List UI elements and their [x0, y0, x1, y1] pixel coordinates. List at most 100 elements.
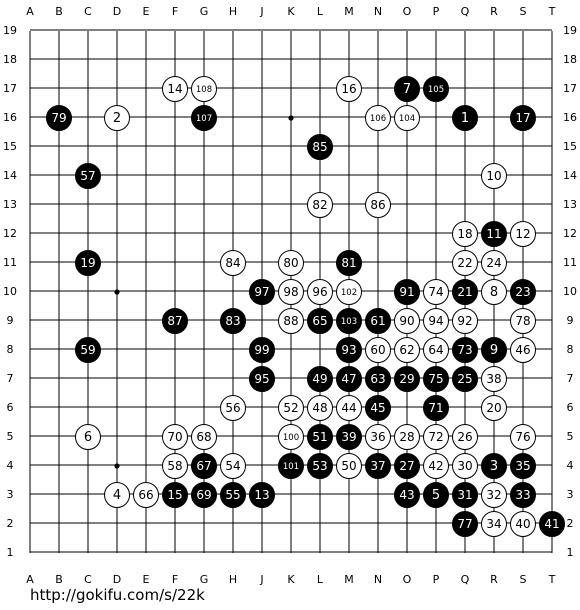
white-stone — [481, 395, 507, 421]
move-number: 57 — [80, 169, 95, 183]
row-label: 3 — [7, 488, 14, 501]
star-point — [114, 463, 120, 469]
white-stone — [481, 511, 507, 537]
white-stone — [191, 424, 217, 450]
white-stone — [510, 511, 536, 537]
white-stone — [104, 105, 130, 131]
move-number: 82 — [312, 198, 327, 212]
column-label: R — [490, 573, 498, 586]
move-number: 91 — [399, 285, 414, 299]
column-label: C — [84, 573, 92, 586]
move-number: 25 — [457, 372, 472, 386]
move-number: 4 — [113, 488, 121, 503]
column-label: C — [84, 5, 92, 18]
move-number: 106 — [370, 114, 386, 124]
move-number: 21 — [457, 285, 472, 299]
move-number: 55 — [225, 488, 240, 502]
move-number: 59 — [80, 343, 95, 357]
row-label: 11 — [3, 256, 17, 269]
black-stone — [452, 337, 478, 363]
column-label: A — [26, 5, 34, 18]
move-number: 76 — [515, 430, 530, 444]
move-number: 74 — [428, 285, 443, 299]
move-number: 78 — [515, 314, 530, 328]
white-stone — [423, 337, 449, 363]
move-number: 29 — [399, 372, 414, 386]
move-number: 12 — [515, 227, 530, 241]
move-number: 31 — [457, 488, 472, 502]
move-number: 45 — [370, 401, 385, 415]
row-label: 9 — [7, 314, 14, 327]
column-label: B — [55, 573, 63, 586]
move-number: 68 — [196, 430, 211, 444]
row-label: 4 — [7, 459, 14, 472]
move-number: 46 — [515, 343, 530, 357]
white-stone — [423, 308, 449, 334]
column-label: H — [229, 5, 237, 18]
move-number: 41 — [544, 517, 559, 531]
move-number: 47 — [341, 372, 356, 386]
black-stone — [394, 366, 420, 392]
column-label: D — [113, 5, 121, 18]
black-stone — [481, 221, 507, 247]
row-label: 18 — [3, 53, 17, 66]
move-number: 60 — [370, 343, 385, 357]
move-number: 15 — [167, 488, 182, 502]
move-number: 30 — [457, 459, 472, 473]
black-stone — [307, 424, 333, 450]
move-number: 42 — [428, 459, 443, 473]
move-number: 96 — [312, 285, 327, 299]
black-stone — [278, 453, 304, 479]
black-stone — [249, 482, 275, 508]
move-number: 95 — [254, 372, 269, 386]
white-stone — [336, 453, 362, 479]
row-label: 8 — [7, 343, 14, 356]
black-stone — [307, 308, 333, 334]
white-stone — [336, 279, 362, 305]
white-stone — [452, 221, 478, 247]
row-label: 11 — [563, 256, 577, 269]
move-number: 63 — [370, 372, 385, 386]
black-stone — [394, 453, 420, 479]
white-stone — [423, 453, 449, 479]
row-label: 6 — [7, 401, 14, 414]
white-stone — [481, 279, 507, 305]
move-number: 62 — [399, 343, 414, 357]
black-stone — [249, 337, 275, 363]
move-number: 73 — [457, 343, 472, 357]
move-number: 19 — [80, 256, 95, 270]
move-number: 66 — [138, 488, 153, 502]
move-number: 51 — [312, 430, 327, 444]
move-number: 27 — [399, 459, 414, 473]
move-number: 5 — [432, 488, 440, 503]
column-label: H — [229, 573, 237, 586]
move-number: 10 — [486, 169, 501, 183]
white-stone — [162, 76, 188, 102]
row-label: 14 — [563, 169, 577, 182]
move-number: 38 — [486, 372, 501, 386]
black-stone — [423, 76, 449, 102]
white-stone — [133, 482, 159, 508]
white-stone — [510, 308, 536, 334]
white-stone — [278, 279, 304, 305]
source-url[interactable]: http://gokifu.com/s/22k — [30, 586, 205, 604]
column-label: M — [344, 5, 354, 18]
move-number: 87 — [167, 314, 182, 328]
row-label: 1 — [567, 546, 574, 559]
move-number: 34 — [486, 517, 501, 531]
white-stone — [365, 424, 391, 450]
move-number: 53 — [312, 459, 327, 473]
black-stone — [481, 453, 507, 479]
row-label: 8 — [567, 343, 574, 356]
white-stone — [510, 221, 536, 247]
move-number: 35 — [515, 459, 530, 473]
black-stone — [191, 105, 217, 131]
move-number: 93 — [341, 343, 356, 357]
move-number: 84 — [225, 256, 240, 270]
move-number: 86 — [370, 198, 385, 212]
white-stone — [220, 453, 246, 479]
row-label: 6 — [567, 401, 574, 414]
column-label: T — [548, 573, 556, 586]
black-stone — [365, 395, 391, 421]
black-stone — [510, 482, 536, 508]
